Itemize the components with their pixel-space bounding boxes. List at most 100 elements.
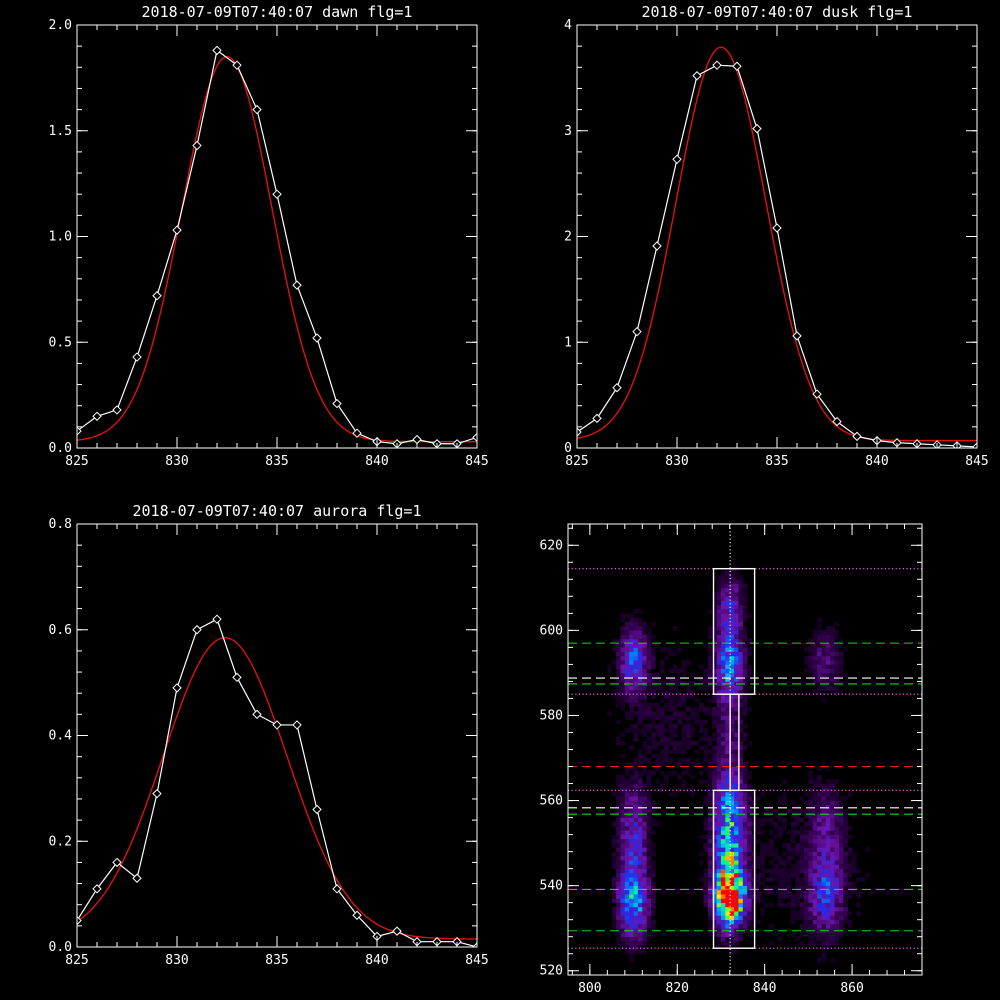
heatmap-cell	[720, 613, 726, 618]
heatmap-cell	[838, 923, 844, 929]
heatmap-cell	[616, 834, 621, 840]
heatmap-cell	[720, 604, 726, 610]
heatmap-cell	[795, 868, 800, 874]
heatmap-cell	[633, 655, 639, 661]
heatmap-cell	[742, 868, 748, 874]
heatmap-cell	[834, 834, 840, 840]
heatmap-cell	[747, 885, 752, 891]
heatmap-cell	[729, 762, 735, 767]
heatmap-cell	[860, 877, 866, 882]
heatmap-cell	[642, 864, 647, 869]
heatmap-cell	[637, 906, 643, 912]
x-tick-label: 825	[65, 953, 88, 968]
heatmap-cell	[734, 800, 739, 806]
heatmap-cell	[834, 894, 840, 899]
heatmap-cell	[834, 668, 840, 674]
heatmap-cell	[738, 779, 744, 784]
heatmap-cell	[742, 838, 748, 844]
heatmap-cell	[729, 864, 735, 869]
heatmap-cell	[795, 881, 800, 886]
heatmap-cell	[646, 868, 652, 874]
heatmap-cell	[629, 766, 634, 772]
heatmap-cell	[681, 723, 687, 729]
heatmap-cell	[838, 830, 844, 835]
heatmap-cell	[825, 860, 831, 865]
heatmap-cell	[738, 685, 744, 691]
heatmap-cell	[633, 855, 639, 861]
heatmap-cell	[738, 651, 744, 657]
heatmap-cell	[668, 647, 674, 652]
heatmap-cell	[790, 834, 796, 840]
heatmap-cell	[795, 911, 800, 916]
heatmap-cell	[751, 864, 757, 869]
heatmap-cell	[655, 762, 661, 767]
heatmap-cell	[825, 889, 831, 895]
heatmap-cell	[777, 898, 783, 903]
heatmap-cell	[637, 664, 643, 669]
heatmap-cell	[716, 685, 722, 691]
data-point	[112, 857, 122, 868]
heatmap-cell	[760, 851, 765, 857]
heatmap-cell	[642, 834, 647, 840]
heatmap-cell	[852, 855, 857, 861]
heatmap-cell	[790, 894, 796, 899]
heatmap-cell	[786, 894, 792, 899]
heatmap-cell	[729, 936, 735, 942]
heatmap-cell	[821, 915, 827, 920]
heatmap-cell	[790, 809, 796, 814]
heatmap-cell	[620, 651, 626, 657]
heatmap-cell	[751, 898, 757, 903]
heatmap-cell	[629, 804, 634, 810]
heatmap-cell	[834, 932, 840, 937]
heatmap-cell	[712, 753, 717, 759]
heatmap-cell	[716, 932, 722, 937]
heatmap-cell	[799, 796, 805, 801]
heatmap-cell	[633, 830, 639, 835]
heatmap-cell	[616, 889, 621, 895]
heatmap-cell	[725, 651, 730, 657]
heatmap-cell	[607, 664, 612, 669]
heatmap-cell	[716, 838, 722, 844]
heatmap-cell	[729, 745, 735, 750]
heatmap-cell	[646, 847, 652, 852]
heatmap-cell	[777, 860, 783, 865]
heatmap-cell	[720, 940, 726, 946]
heatmap-cell	[716, 826, 722, 831]
heatmap-cell	[769, 889, 774, 895]
heatmap-cell	[817, 894, 822, 899]
heatmap-cell	[720, 711, 726, 716]
heatmap-cell	[782, 843, 787, 848]
heatmap-cell	[677, 702, 682, 708]
heatmap-cell	[821, 851, 827, 857]
heatmap-cell	[795, 877, 800, 882]
heatmap-cell	[690, 681, 696, 686]
heatmap-cell	[712, 872, 717, 878]
heatmap-cell	[703, 677, 709, 682]
heatmap-cell	[720, 864, 726, 869]
heatmap-cell	[681, 698, 687, 703]
heatmap-cell	[624, 881, 630, 886]
heatmap-cell	[651, 898, 656, 903]
heatmap-cell	[804, 894, 809, 899]
heatmap-cell	[808, 787, 814, 793]
heatmap-cell	[786, 847, 792, 852]
heatmap-cell	[834, 672, 840, 678]
heatmap-cell	[725, 770, 730, 776]
heatmap-cell	[672, 694, 678, 699]
heatmap-cell	[712, 792, 717, 797]
heatmap-cell	[729, 766, 735, 772]
heatmap-cell	[651, 655, 656, 661]
heatmap-cell	[847, 860, 853, 865]
heatmap-cell	[655, 715, 661, 721]
heatmap-cell	[712, 843, 717, 848]
heatmap-cell	[629, 723, 634, 729]
heatmap-cell	[707, 706, 713, 712]
heatmap-cell	[821, 881, 827, 886]
heatmap-cell	[830, 855, 835, 861]
heatmap-cell	[817, 681, 822, 686]
heatmap-cell	[707, 855, 713, 861]
heatmap-cell	[729, 826, 735, 831]
heatmap-cell	[782, 779, 787, 784]
heatmap-cell	[764, 843, 770, 848]
heatmap-cell	[637, 626, 643, 631]
